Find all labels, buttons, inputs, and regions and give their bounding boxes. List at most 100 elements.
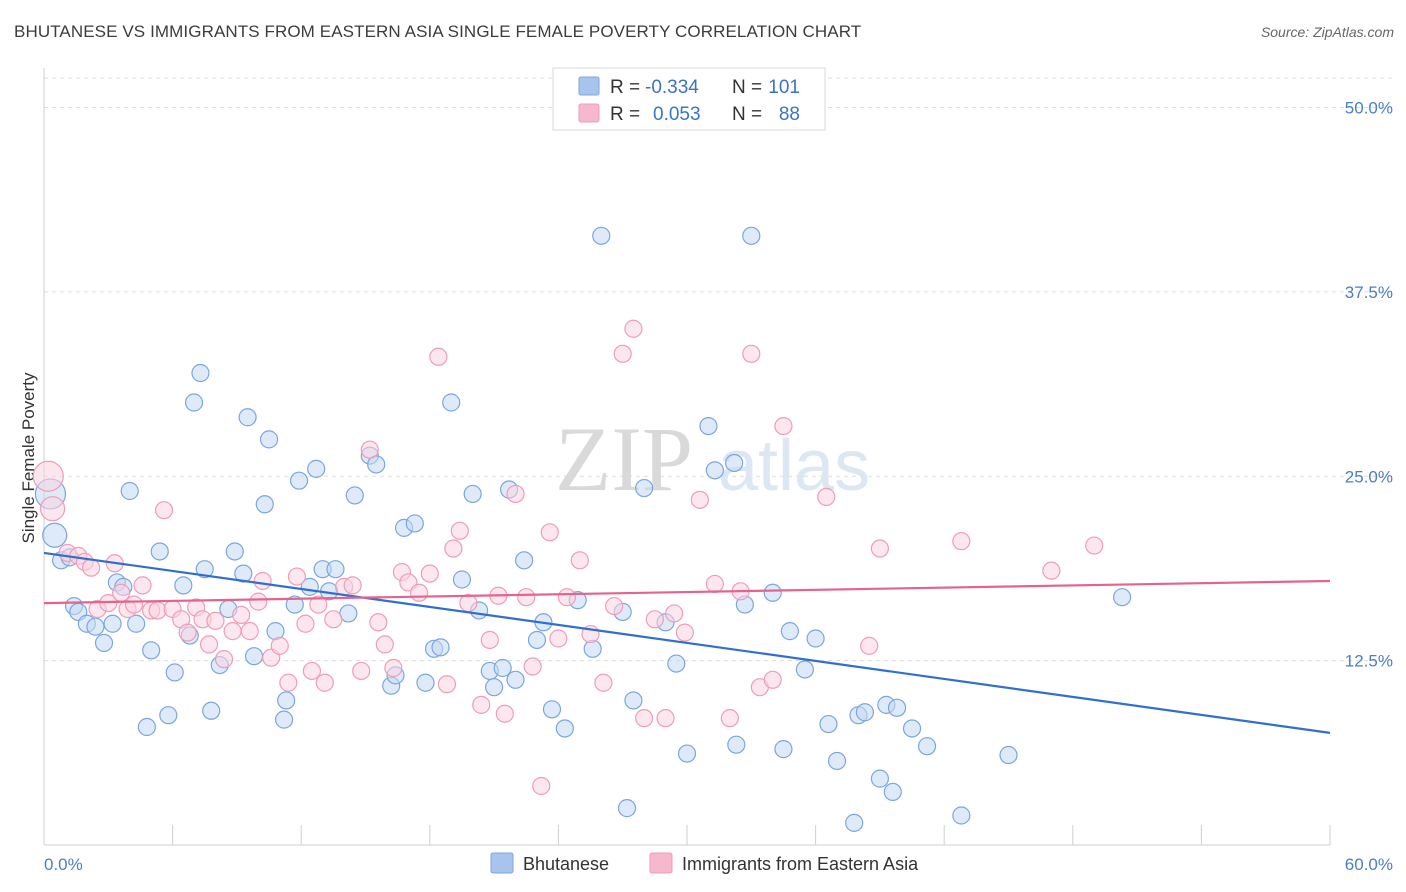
data-point (148, 601, 167, 620)
data-point (1042, 561, 1061, 580)
y-axis-title: Single Female Poverty (19, 372, 38, 544)
data-point (515, 551, 534, 570)
data-point (883, 782, 902, 802)
data-point (324, 610, 343, 629)
data-point (617, 799, 637, 818)
data-point (705, 461, 724, 480)
data-point (450, 521, 469, 540)
data-point (253, 571, 272, 591)
data-point (902, 719, 922, 738)
data-point (452, 570, 472, 589)
data-point (667, 654, 686, 673)
y-tick-label: 37.5% (1345, 283, 1393, 302)
trend-line (43, 551, 1331, 734)
data-point (806, 629, 825, 648)
data-point (1112, 588, 1132, 607)
data-point (302, 661, 322, 681)
data-point (605, 596, 624, 616)
data-point (279, 673, 298, 692)
x-tick-labels: 0.0% 60.0% (44, 855, 1393, 874)
data-point (506, 484, 525, 504)
data-point (795, 660, 814, 679)
data-point (234, 564, 253, 583)
data-point (255, 495, 274, 514)
data-point (214, 650, 234, 669)
data-point (315, 673, 334, 692)
data-point (677, 744, 697, 763)
data-point (523, 657, 542, 676)
data-point (506, 670, 525, 689)
data-point (195, 560, 214, 579)
data-point (624, 691, 643, 710)
series-eastern-asia-points (32, 319, 1104, 796)
source-credit: Source: ZipAtlas.com (1260, 24, 1394, 40)
data-point (384, 658, 403, 678)
data-point (887, 698, 907, 717)
data-point (675, 623, 694, 642)
data-point (437, 675, 457, 694)
legend-swatch-bhutanese (578, 76, 600, 96)
data-point (285, 595, 304, 614)
data-point (780, 622, 799, 641)
data-point (137, 717, 156, 737)
data-point (594, 673, 613, 692)
data-point (645, 610, 664, 629)
data-point (635, 709, 654, 728)
y-tick-label: 50.0% (1345, 99, 1393, 118)
bottom-legend-swatch-bhutanese (490, 852, 514, 874)
data-point (720, 709, 739, 728)
data-point (369, 613, 388, 632)
data-point (287, 567, 307, 586)
data-point (527, 630, 547, 650)
data-point (32, 460, 64, 492)
data-point (240, 622, 259, 641)
data-point (763, 670, 782, 689)
series-bhutanese-points (34, 226, 1132, 832)
data-point (103, 614, 122, 633)
data-point (259, 430, 279, 449)
data-point (39, 496, 66, 522)
data-point (493, 658, 512, 678)
y-tick-label: 25.0% (1345, 467, 1393, 486)
legend-r-label: R = (610, 104, 640, 125)
legend-r-label: R = (610, 77, 640, 98)
data-point (202, 701, 221, 720)
data-point (485, 678, 504, 697)
data-point (763, 583, 782, 602)
data-point (296, 614, 315, 633)
data-point (817, 487, 836, 506)
data-point (592, 226, 611, 245)
data-point (127, 614, 146, 633)
data-point (223, 622, 242, 641)
data-point (420, 564, 439, 583)
legend-swatch-eastern-asia (578, 103, 600, 123)
data-point (178, 623, 197, 642)
data-point (624, 319, 643, 338)
data-point (555, 719, 574, 738)
data-point (345, 486, 364, 505)
data-point (42, 522, 68, 548)
data-point (154, 501, 174, 520)
data-point (289, 471, 309, 490)
data-point (326, 560, 345, 579)
data-point (165, 663, 184, 682)
data-point (860, 636, 879, 655)
data-point (142, 641, 161, 660)
data-point (549, 629, 568, 648)
legend-r-value: -0.334 (645, 77, 699, 98)
data-point (270, 636, 289, 655)
data-point (665, 604, 684, 623)
data-point (870, 539, 890, 558)
data-point (635, 478, 654, 498)
data-point (690, 490, 709, 509)
data-point (86, 617, 105, 636)
data-point (570, 551, 589, 570)
data-point (480, 630, 499, 650)
data-point (277, 691, 296, 710)
data-point (952, 806, 971, 825)
data-point (495, 704, 514, 723)
data-point (459, 593, 478, 613)
data-point (855, 703, 874, 722)
data-point (917, 737, 937, 756)
data-point (442, 393, 461, 412)
